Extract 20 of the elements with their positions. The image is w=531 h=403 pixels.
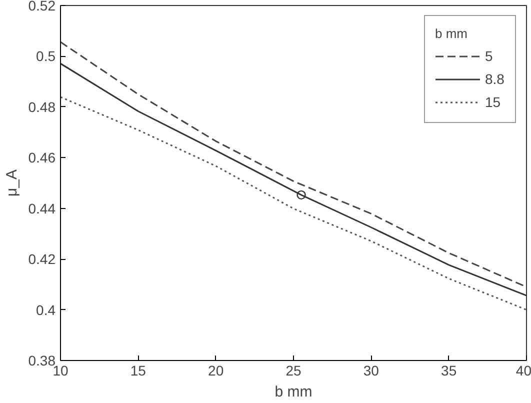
legend-title: b mm	[435, 26, 468, 41]
y-tick-label: 0.42	[28, 251, 56, 268]
y-axis-title: μ_A	[3, 169, 20, 196]
x-tick-label: 30	[363, 362, 380, 378]
line-series	[60, 96, 526, 311]
y-tick-label: 0.46	[28, 150, 56, 166]
x-tick-label: 40	[516, 362, 531, 378]
x-tick-label: 25	[286, 362, 302, 378]
y-tick-label: 0.52	[28, 0, 56, 14]
x-axis-title: b mm	[274, 384, 312, 400]
x-tick-label: 35	[441, 362, 457, 378]
legend-label: 15	[485, 94, 502, 110]
y-tick-label: 0.5	[36, 48, 56, 64]
legend-label: 5	[485, 48, 494, 64]
x-tick-label: 15	[130, 362, 146, 378]
x-tick-label: 20	[208, 362, 224, 378]
y-tick-label: 0.4	[36, 302, 56, 318]
legend-label: 8.8	[485, 71, 505, 87]
y-tick-label: 0.48	[28, 98, 56, 115]
y-tick-label: 0.44	[28, 200, 56, 216]
